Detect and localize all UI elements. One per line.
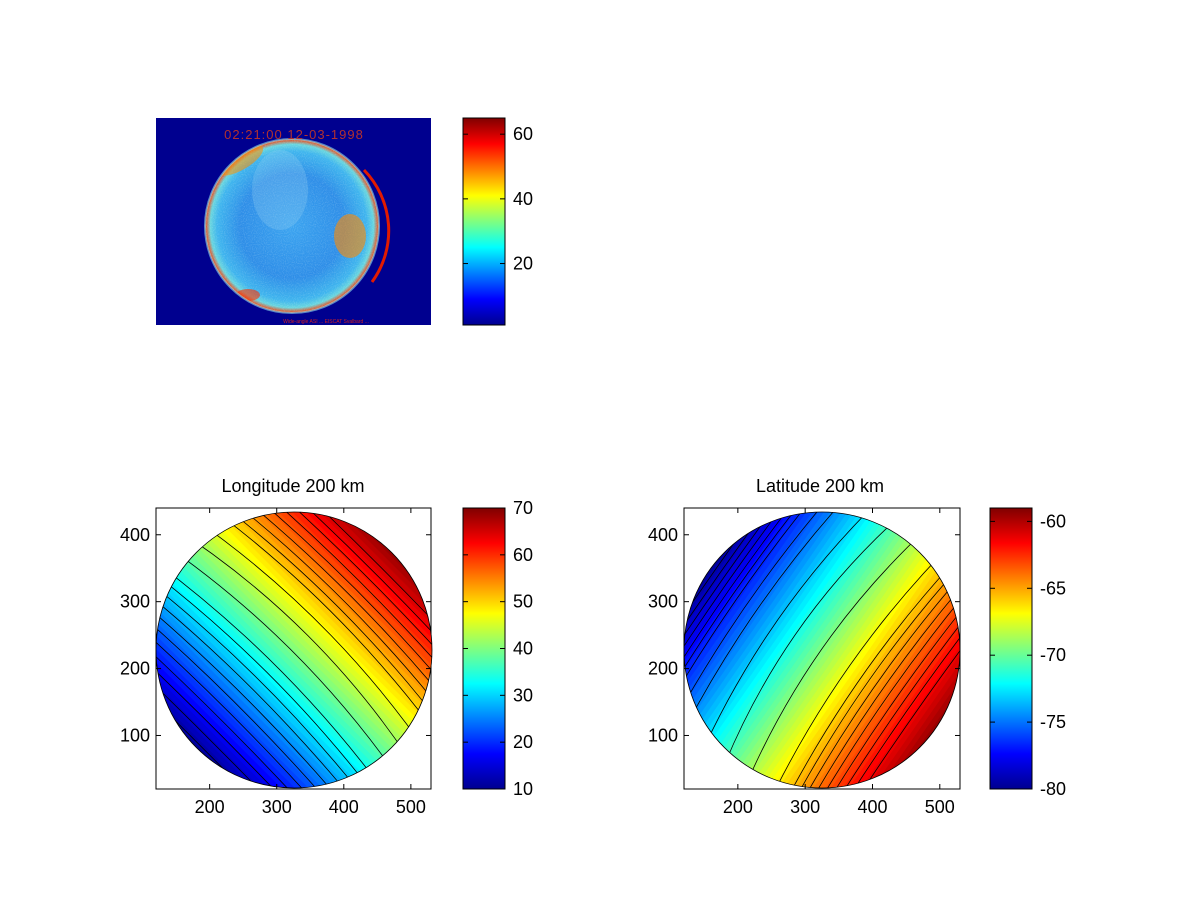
contour-line	[684, 512, 847, 742]
contour-line	[156, 597, 347, 788]
y-tick-label: 400	[120, 525, 150, 545]
x-tick-label: 400	[329, 797, 359, 817]
colorbar-longitude: 10 20 30 40 50 60 70	[462, 498, 533, 799]
contour-line	[156, 584, 360, 788]
y-tick-label: 200	[648, 659, 678, 679]
contour-line	[242, 512, 432, 702]
y-tick-label: 100	[648, 725, 678, 745]
colorbar-tick-label: -65	[1040, 578, 1066, 598]
allsky-timestamp: 02:21:00 12-03-1998	[224, 127, 364, 142]
contour-line	[684, 512, 830, 730]
contour-line	[735, 514, 943, 788]
y-tick-label: 100	[120, 725, 150, 745]
contour-line	[156, 618, 326, 788]
contour-line	[814, 570, 960, 788]
x-tick-label: 500	[396, 797, 426, 817]
x-tick-label: 200	[195, 797, 225, 817]
longitude-panel: Longitude 200 km 200 300 400 500 100 200 300 40…	[120, 476, 533, 817]
colorbar-tick-label: -75	[1040, 712, 1066, 732]
contour-line	[803, 562, 960, 788]
contour-line	[156, 604, 340, 788]
contour-line	[228, 512, 432, 716]
contour-line	[156, 550, 394, 788]
x-tick-label: 200	[723, 797, 753, 817]
x-tick-label: 400	[857, 797, 887, 817]
contour-line	[166, 522, 422, 778]
contour-line	[156, 611, 333, 788]
allsky-panel: 02:21:00 12-03-1998 Wide-angle ASI ... E…	[156, 117, 533, 326]
colorbar-allsky: 20 40 60	[462, 117, 533, 326]
contour-line	[221, 512, 432, 723]
contour-line	[207, 512, 432, 737]
contour-line	[156, 577, 367, 788]
contour-line	[684, 512, 841, 738]
contour-line	[684, 512, 864, 754]
longitude-disk	[156, 512, 432, 788]
y-tick-label: 400	[648, 525, 678, 545]
colorbar-tick-label: 50	[513, 592, 533, 612]
contour-line	[235, 512, 432, 709]
colorbar-tick-label: -70	[1040, 645, 1066, 665]
x-tick-label: 300	[262, 797, 292, 817]
colorbar-tick-label: 40	[513, 189, 533, 209]
contour-line	[797, 558, 960, 788]
contour-line	[156, 591, 353, 788]
latitude-panel: Latitude 200 km 200 300 400 500 100 200 300 400…	[648, 476, 1066, 817]
contour-line	[248, 512, 432, 696]
allsky-footer: Wide-angle ASI ... EISCAT Svalbard ...	[283, 319, 369, 325]
allsky-disk	[205, 139, 379, 313]
colorbar-tick-label: -80	[1040, 779, 1066, 799]
colorbar-tick-label: 20	[513, 254, 533, 274]
colorbar-tick-label: 30	[513, 685, 533, 705]
contour-line	[214, 512, 432, 730]
colorbar-latitude: -80 -75 -70 -65 -60	[989, 507, 1066, 799]
contour-line	[684, 512, 852, 746]
contour-line	[713, 512, 920, 788]
colorbar-tick-label: 40	[513, 639, 533, 659]
colorbar-tick-label: 60	[513, 545, 533, 565]
x-tick-label: 300	[790, 797, 820, 817]
colorbar-tick-label: 70	[513, 498, 533, 518]
longitude-title: Longitude 200 km	[221, 476, 364, 496]
y-tick-label: 300	[648, 592, 678, 612]
contour-line	[684, 512, 818, 722]
y-tick-label: 300	[120, 592, 150, 612]
contour-line	[792, 554, 960, 788]
contour-line	[156, 536, 408, 788]
contour-line	[684, 512, 835, 734]
y-tick-label: 200	[120, 659, 150, 679]
colorbar-tick-label: 20	[513, 732, 533, 752]
colorbar-tick-label: 60	[513, 124, 533, 144]
colorbar-tick-label: 10	[513, 779, 533, 799]
contour-line	[180, 512, 432, 764]
contour-line	[786, 550, 960, 788]
latitude-title: Latitude 200 km	[756, 476, 884, 496]
colorbar-tick-label: -60	[1040, 511, 1066, 531]
contour-line	[809, 566, 960, 788]
contour-line	[684, 512, 824, 726]
x-tick-label: 500	[925, 797, 955, 817]
